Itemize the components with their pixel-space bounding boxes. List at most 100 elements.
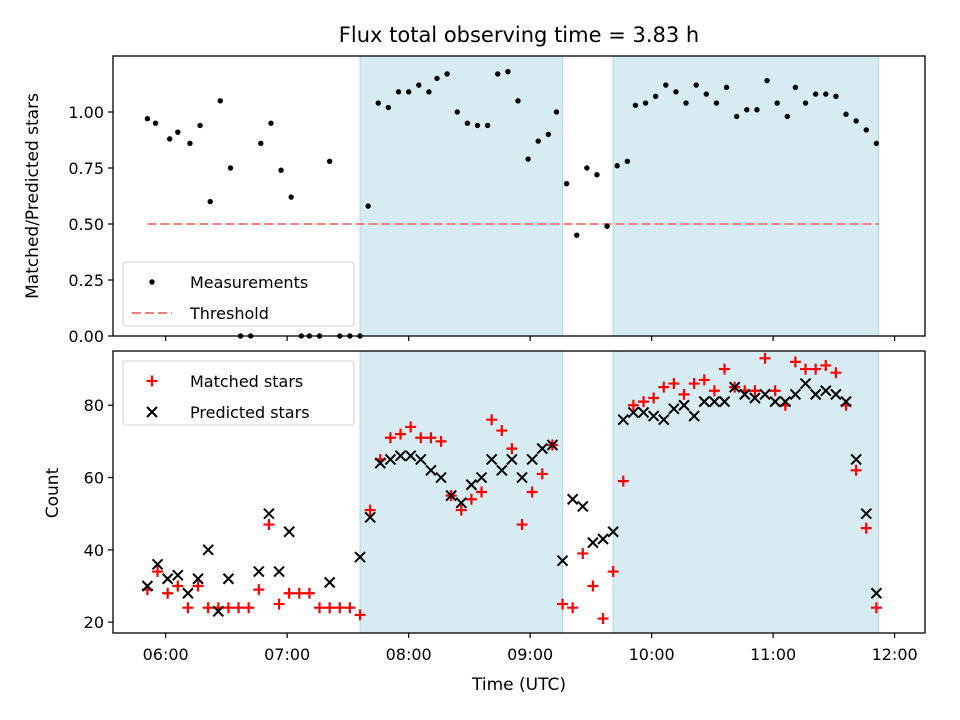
predicted-star-point <box>455 497 467 509</box>
legend-box <box>122 261 355 327</box>
legend-marker-predicted <box>146 406 158 418</box>
measurement-point <box>166 136 173 142</box>
matched-star-point <box>496 425 508 437</box>
measurement-point <box>484 122 491 129</box>
matched-star-point <box>860 522 872 534</box>
measurement-point <box>553 109 560 115</box>
predicted-star-point <box>546 439 559 451</box>
predicted-star-point <box>172 569 184 581</box>
matched-star-point <box>617 475 629 487</box>
matched-star-point <box>293 587 305 599</box>
measurement-point <box>604 223 610 229</box>
predicted-star-point <box>384 453 397 466</box>
predicted-star-point <box>708 395 721 408</box>
measurement-point <box>723 84 730 91</box>
predicted-star-point <box>728 381 741 393</box>
predicted-star-point <box>809 388 822 401</box>
bottom-y-tick-label: 80 <box>84 396 104 415</box>
predicted-star-point <box>253 565 265 578</box>
predicted-star-point <box>141 580 154 592</box>
measurement-point <box>535 138 541 144</box>
predicted-star-point <box>496 464 508 477</box>
measurements-series <box>144 68 880 339</box>
measurement-point <box>784 113 791 120</box>
measurement-point <box>207 198 213 205</box>
matched-star-point <box>162 587 174 599</box>
measurement-point <box>385 104 392 111</box>
predicted-star-point <box>202 544 214 556</box>
measurement-point <box>474 122 481 129</box>
measurement-point <box>744 107 750 113</box>
predicted-star-point <box>658 413 670 426</box>
predicted-star-point <box>516 471 528 484</box>
matched-star-point <box>354 609 366 621</box>
measurement-point <box>843 111 849 117</box>
measurement-point <box>545 131 552 138</box>
matched-star-point <box>627 399 639 411</box>
x-tick-label: 12:00 <box>872 645 918 664</box>
measurement-point <box>464 120 471 126</box>
matched-star-point <box>526 486 538 498</box>
matched-star-point <box>749 385 761 397</box>
measurement-point <box>365 203 371 209</box>
bottom-axes-frame <box>112 350 926 634</box>
measurement-point <box>563 180 570 187</box>
measurement-point <box>268 120 274 126</box>
matched-star-point <box>425 432 437 444</box>
legend-label: Predicted stars <box>190 403 310 422</box>
measurement-point <box>444 71 450 77</box>
matched-star-point <box>334 602 346 614</box>
predicted-star-point <box>698 395 710 408</box>
predicted-star-point <box>627 406 640 419</box>
measurement-point <box>812 91 819 97</box>
matched-star-point <box>435 435 447 447</box>
predicted-star-point <box>860 507 872 520</box>
predicted-star-point <box>637 406 650 419</box>
measurement-point <box>505 68 511 75</box>
predicted-star-point <box>394 450 407 462</box>
matched-star-point <box>344 602 356 614</box>
top-y-tick-label: 0.00 <box>68 327 104 346</box>
matched-star-point <box>233 602 245 614</box>
predicted-star-point <box>506 453 518 466</box>
measurement-point <box>833 93 839 100</box>
top-y-tick-label: 1.00 <box>68 103 104 122</box>
legend-label: Matched stars <box>190 372 303 391</box>
predicted-star-point <box>830 388 842 401</box>
predicted-star-point <box>222 573 235 585</box>
legend-marker-matched <box>146 375 158 387</box>
matched-star-point <box>820 359 832 371</box>
measurement-point <box>703 91 710 97</box>
measurement-point <box>375 100 381 106</box>
measurement-point <box>663 82 669 88</box>
matched-star-point <box>648 392 660 404</box>
matched-star-point <box>557 598 569 610</box>
predicted-star-point <box>404 450 417 462</box>
measurement-point <box>652 93 659 100</box>
matched-star-point <box>314 602 326 614</box>
matched-star-point <box>536 468 548 480</box>
matched-star-point <box>395 428 407 440</box>
bottom-y-tick-label: 60 <box>84 469 104 488</box>
predicted-star-point <box>759 388 771 401</box>
measurement-point <box>683 100 689 106</box>
measurement-point <box>288 194 294 200</box>
x-tick-label: 10:00 <box>629 645 675 664</box>
predicted-star-point <box>556 554 569 567</box>
predicted-star-point <box>678 399 690 411</box>
matched-star-point <box>465 493 477 505</box>
predicted-star-point <box>364 511 376 524</box>
measurement-point <box>614 163 620 169</box>
predicted-star-point <box>374 457 386 469</box>
matched-star-point <box>830 367 842 379</box>
predicted-star-point <box>577 500 589 513</box>
measurement-point <box>873 140 880 147</box>
measurement-point <box>495 71 501 77</box>
measurement-point <box>197 122 203 129</box>
legend-label: Threshold <box>189 304 269 323</box>
predicted-star-point <box>192 573 204 585</box>
matched-star-point <box>384 432 396 444</box>
predicted-star-point <box>485 453 498 466</box>
matched-star-point <box>364 504 376 516</box>
measurement-point <box>792 84 799 91</box>
